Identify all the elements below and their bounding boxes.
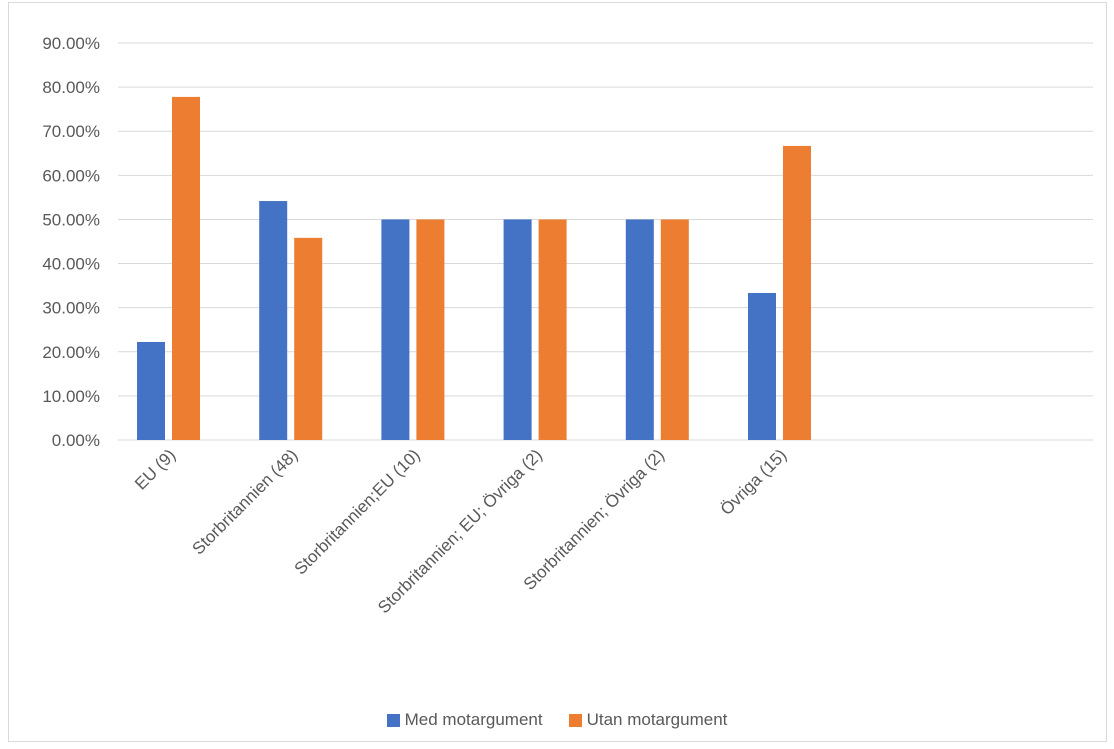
x-category-label: Storbritannien;EU (10) xyxy=(291,445,424,578)
x-category-label: EU (9) xyxy=(131,445,179,493)
x-category-label: Storbritannien; Övriga (2) xyxy=(520,445,668,593)
bar-utan-1 xyxy=(294,237,323,440)
legend-swatch-med xyxy=(386,713,400,727)
bar-utan-0 xyxy=(172,96,200,440)
y-tick-label: 20.00% xyxy=(42,343,100,362)
bar-med-4 xyxy=(625,219,654,440)
x-category-label: Storbritannien (48) xyxy=(189,445,302,558)
bar-med-1 xyxy=(259,201,288,440)
y-tick-label: 10.00% xyxy=(42,387,100,406)
bar-med-5 xyxy=(748,292,776,440)
x-category-label: Övriga (15) xyxy=(717,445,791,519)
bar-med-3 xyxy=(503,219,532,440)
bar-utan-2 xyxy=(416,219,445,440)
y-tick-label: 0.00% xyxy=(52,431,100,450)
y-tick-label: 30.00% xyxy=(42,299,100,318)
bar-med-2 xyxy=(381,219,410,440)
y-tick-label: 70.00% xyxy=(42,122,100,141)
bar-utan-3 xyxy=(538,219,567,440)
y-tick-label: 60.00% xyxy=(42,166,100,185)
legend-item-med: Med motargument xyxy=(386,710,543,730)
y-tick-label: 50.00% xyxy=(42,210,100,229)
legend-label-utan: Utan motargument xyxy=(586,710,728,729)
legend-label-med: Med motargument xyxy=(404,710,543,729)
y-tick-label: 40.00% xyxy=(42,255,100,274)
bar-utan-4 xyxy=(660,219,689,440)
legend-item-utan: Utan motargument xyxy=(568,710,728,730)
legend: Med motargument Utan motargument xyxy=(0,708,1114,732)
bar-utan-5 xyxy=(783,145,811,440)
bar-med-0 xyxy=(137,341,165,440)
legend-swatch-utan xyxy=(568,713,582,727)
y-tick-label: 90.00% xyxy=(42,34,100,53)
y-tick-label: 80.00% xyxy=(42,78,100,97)
